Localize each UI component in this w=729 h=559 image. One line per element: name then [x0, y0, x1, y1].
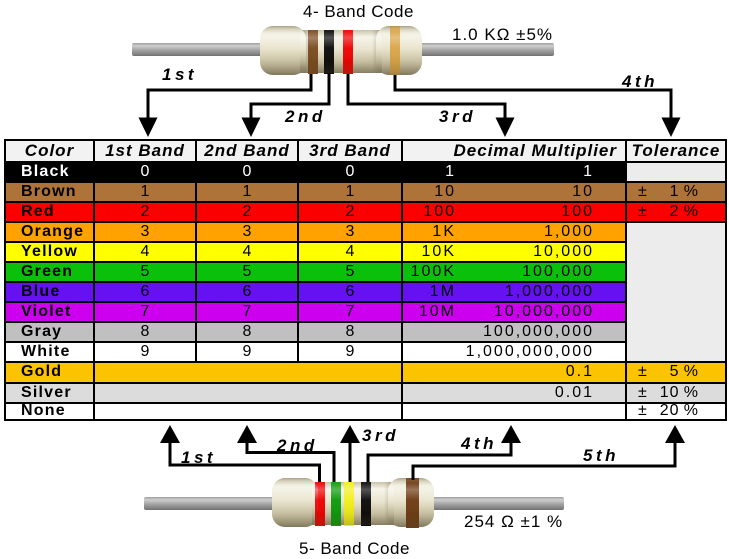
svg-text:4th: 4th — [460, 434, 497, 453]
svg-text:2nd: 2nd — [284, 107, 326, 126]
svg-text:2nd: 2nd — [276, 436, 318, 455]
svg-text:4th: 4th — [621, 72, 658, 91]
svg-text:254 Ω ±1 %: 254 Ω ±1 % — [464, 512, 563, 531]
svg-text:1st: 1st — [162, 65, 197, 84]
svg-text:4- Band Code: 4- Band Code — [303, 2, 414, 21]
svg-text:3rd: 3rd — [439, 107, 476, 126]
svg-text:1st: 1st — [181, 448, 216, 467]
svg-text:5th: 5th — [583, 446, 619, 465]
svg-text:3rd: 3rd — [362, 426, 399, 445]
svg-text:1.0 KΩ ±5%: 1.0 KΩ ±5% — [452, 25, 553, 44]
svg-text:5- Band Code: 5- Band Code — [299, 539, 410, 558]
